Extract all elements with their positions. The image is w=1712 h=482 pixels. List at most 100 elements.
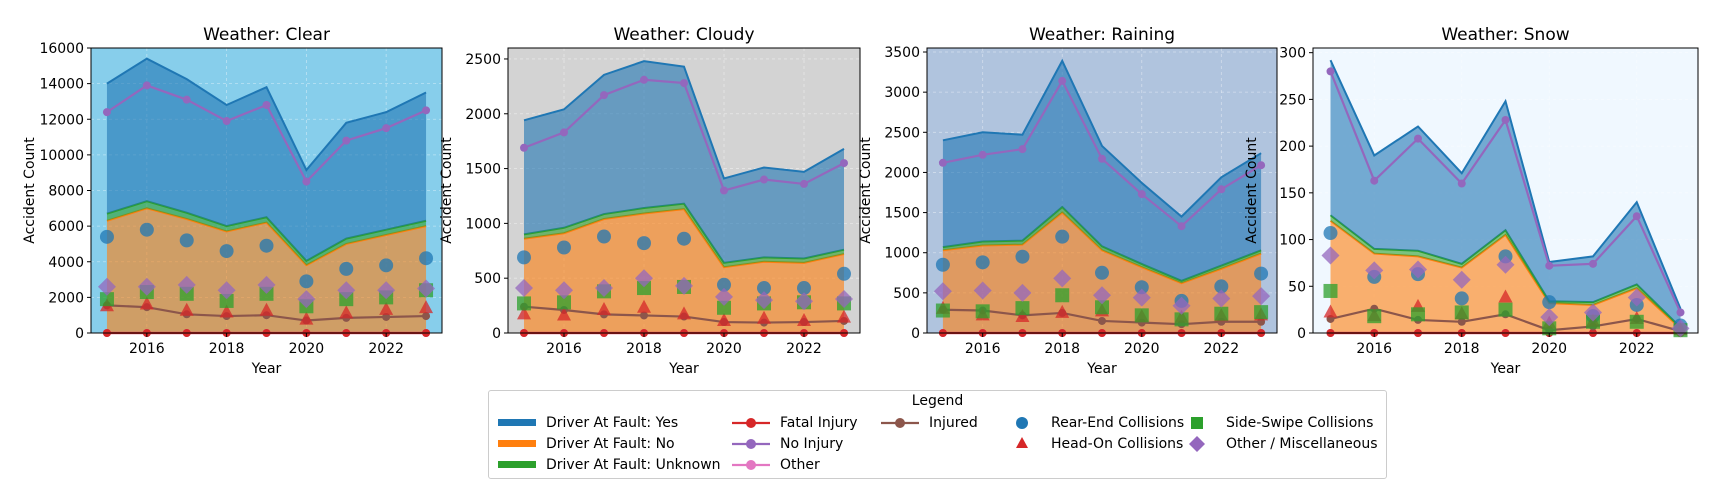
marker-misc — [1584, 303, 1602, 322]
x-axis-label: Year — [668, 361, 699, 377]
x-tick-label: 2022 — [786, 341, 822, 357]
line-point-no-injury — [422, 106, 431, 115]
marker-misc — [1540, 308, 1559, 327]
marker-misc — [675, 276, 693, 295]
marker-rear-end — [179, 233, 194, 248]
line-point-no-injury — [640, 75, 648, 84]
marker-misc — [1365, 261, 1384, 280]
chart-title: Weather: Snow — [1441, 25, 1569, 45]
y-tick-label: 0 — [75, 326, 84, 342]
line-point-injured — [1098, 316, 1106, 325]
legend-label: Driver At Fault: Unknown — [546, 457, 721, 473]
legend-label: Head-On Collisions — [1051, 436, 1184, 452]
marker-misc — [417, 279, 436, 298]
marker-misc — [337, 281, 356, 300]
legend-label: Driver At Fault: No — [546, 436, 675, 452]
chart-panel-3: 2016 2018 2020 2022 0 500 1000 1500 2000 2500 3000… — [858, 25, 1278, 377]
legend-label: Injured — [929, 415, 978, 431]
line-point-no-injury — [1370, 176, 1379, 185]
x-tick-label: 2020 — [1531, 341, 1567, 357]
marker-side-swipe — [1055, 288, 1070, 303]
marker-rear-end — [99, 229, 114, 244]
chart-panel-2: 2016 2018 2020 2022 0 500 1000 1500 2000 2500 Weat… — [439, 25, 861, 377]
marker-misc — [555, 281, 573, 300]
line-point-no-injury — [1058, 76, 1067, 85]
y-tick-label: 1500 — [884, 206, 920, 222]
line-point-no-injury — [1457, 179, 1466, 188]
legend-label: Driver At Fault: Yes — [546, 415, 679, 431]
marker-head-on — [557, 307, 571, 321]
legend-swatch — [732, 439, 770, 449]
line-point-no-injury — [560, 128, 568, 137]
y-tick-label: 12000 — [39, 112, 84, 128]
marker-side-swipe — [1323, 283, 1338, 298]
legend-label: Other / Miscellaneous — [1226, 436, 1378, 452]
y-tick-label: 2500 — [884, 125, 920, 141]
line-point-no-injury — [840, 159, 848, 168]
y-tick-label: 50 — [1288, 279, 1306, 295]
plot-frame — [926, 47, 1278, 334]
marker-misc — [257, 275, 276, 294]
marker-head-on — [837, 309, 851, 323]
marker-rear-end — [339, 261, 354, 276]
marker-misc — [1053, 269, 1072, 288]
marker-head-on — [757, 310, 771, 324]
line-point-no-injury — [1589, 259, 1597, 268]
marker-side-swipe — [1254, 305, 1269, 320]
marker-side-swipe — [1174, 312, 1189, 327]
line-point-no-injury — [600, 91, 608, 100]
x-tick-label: 2020 — [1124, 341, 1160, 357]
marker-misc — [1093, 286, 1111, 305]
chart-title: Weather: Cloudy — [613, 25, 754, 45]
marker-misc — [217, 281, 236, 300]
marker-head-on — [517, 306, 531, 320]
y-tick-label: 2000 — [48, 290, 84, 306]
y-tick-label: 1000 — [465, 216, 501, 232]
legend-swatch — [498, 419, 536, 426]
marker-rear-end — [837, 266, 851, 281]
marker-rear-end — [757, 281, 771, 296]
legend-swatch — [1016, 437, 1028, 448]
x-axis-label: Year — [251, 361, 282, 377]
area-fault-unknown-edge — [106, 200, 427, 263]
marker-rear-end — [975, 255, 990, 270]
marker-side-swipe — [557, 295, 571, 310]
marker-misc — [1212, 289, 1231, 308]
y-tick-label: 6000 — [48, 219, 84, 235]
area-fault-unknown-edge — [942, 205, 1262, 282]
marker-rear-end — [419, 251, 434, 266]
line-point-no-injury — [520, 143, 528, 152]
marker-side-swipe — [1367, 309, 1382, 324]
marker-rear-end — [1454, 291, 1469, 306]
charts-figure: 2016 2018 2020 2022020004000600080001000012… — [22, 25, 1699, 377]
y-tick-label: 250 — [1279, 92, 1306, 108]
marker-rear-end — [637, 236, 651, 251]
marker-head-on — [597, 301, 611, 315]
marker-misc — [1132, 288, 1151, 307]
x-axis-label: Year — [1490, 361, 1521, 377]
area-fault-yes — [106, 58, 427, 261]
legend-swatch — [498, 461, 536, 468]
x-tick-label: 2018 — [1444, 341, 1480, 357]
legend-swatch — [1016, 417, 1028, 429]
line-point-no-injury — [1414, 134, 1422, 143]
y-tick-label: 500 — [893, 286, 920, 302]
marker-misc — [1409, 260, 1427, 279]
marker-misc — [515, 279, 533, 298]
marker-head-on — [1323, 304, 1338, 318]
area-fault-yes-edge — [942, 58, 1262, 218]
marker-side-swipe — [219, 293, 234, 308]
line-point-no-injury — [1632, 212, 1641, 221]
y-axis-label: Accident Count — [439, 137, 455, 244]
marker-side-swipe — [1629, 314, 1644, 329]
legend: Legend Driver At Fault: Yes Driver At Fau… — [488, 390, 1387, 479]
marker-head-on — [797, 312, 811, 326]
y-tick-label: 1000 — [884, 246, 920, 262]
legend-label: Other — [780, 457, 820, 473]
marker-side-swipe — [99, 292, 114, 307]
y-tick-label: 16000 — [39, 41, 84, 57]
marker-misc — [1452, 270, 1471, 289]
marker-head-on — [379, 301, 394, 315]
x-tick-label: 2016 — [546, 341, 582, 357]
line-point-no-injury — [800, 179, 808, 188]
